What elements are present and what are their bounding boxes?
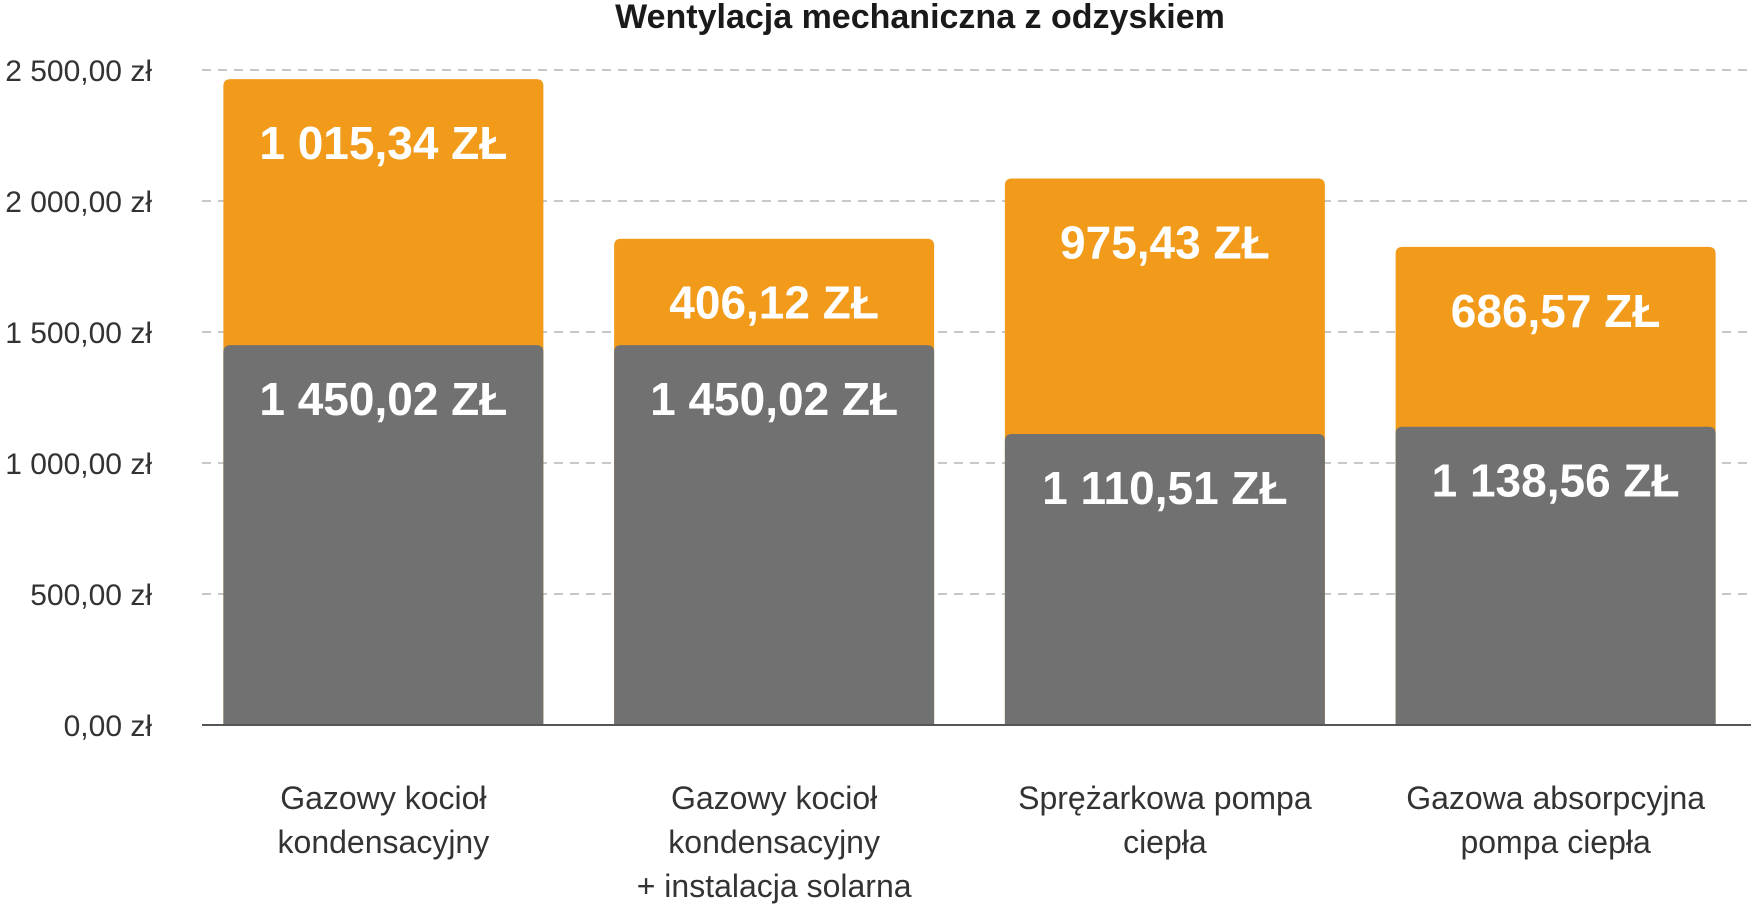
bars <box>223 79 1716 726</box>
x-tick-label: Gazowa absorpcyjna pompa ciepła <box>1406 780 1705 860</box>
bar-segment-bottom <box>223 345 544 725</box>
bar-value-label: 975,43 ZŁ <box>1060 216 1270 268</box>
x-axis: Gazowy kocioł kondensacyjny Gazowy kocioł k… <box>202 724 1751 904</box>
bar-segment-bottom <box>1395 426 1716 725</box>
x-tick-label: Gazowy kocioł kondensacyjny <box>278 780 490 860</box>
bar-value-label: 406,12 ZŁ <box>669 277 879 329</box>
x-tick-label: Gazowy kocioł kondensacyjny + instalacja s… <box>637 780 912 904</box>
bar-value-label: 1 015,34 ZŁ <box>259 117 507 169</box>
bar-value-label: 686,57 ZŁ <box>1451 285 1661 337</box>
bar-value-label: 1 138,56 ZŁ <box>1432 455 1680 507</box>
x-tick-label: Sprężarkowa pompa ciepła <box>1018 780 1312 860</box>
bar-segment-bottom <box>1004 434 1325 725</box>
bar-value-label: 1 110,51 ZŁ <box>1042 462 1288 514</box>
y-tick-label: 0,00 zł <box>64 710 153 743</box>
y-axis: 0,00 zł 500,00 zł 1 000,00 zł 1 500,00 zł 2 … <box>5 55 152 743</box>
y-tick-label: 500,00 zł <box>30 579 152 612</box>
y-tick-label: 2 500,00 zł <box>5 55 152 88</box>
bar-value-label: 1 450,02 ZŁ <box>259 373 507 425</box>
bar-segment-bottom <box>614 345 935 725</box>
y-tick-label: 1 500,00 zł <box>5 317 152 350</box>
bar-value-label: 1 450,02 ZŁ <box>650 373 898 425</box>
y-tick-label: 2 000,00 zł <box>5 186 152 219</box>
y-tick-label: 1 000,00 zł <box>5 448 152 481</box>
data-labels: 1 450,02 ZŁ 1 015,34 ZŁ 1 450,02 ZŁ 406,12 … <box>259 117 1679 514</box>
chart-title: Wentylacja mechaniczna z odzyskiem <box>615 0 1225 36</box>
